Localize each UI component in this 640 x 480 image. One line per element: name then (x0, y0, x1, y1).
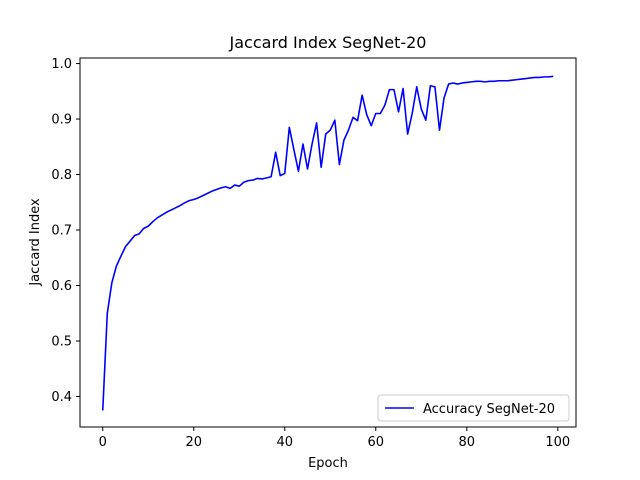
x-tick-label: 20 (185, 435, 202, 450)
y-axis: 0.4 0.5 0.6 0.7 0.8 0.9 1.0 (51, 57, 80, 405)
y-tick-label: 1.0 (51, 57, 72, 72)
y-tick-label: 0.8 (51, 168, 72, 183)
series-line-accuracy-segnet-20 (101, 75, 554, 411)
y-axis-label: Jaccard Index (28, 198, 43, 287)
y-tick-label: 0.6 (51, 279, 72, 294)
legend-entry-accuracy-segnet-20: Accuracy SegNet-20 (423, 402, 555, 417)
chart-title: Jaccard Index SegNet-20 (229, 33, 427, 52)
y-tick-label: 0.7 (51, 224, 72, 239)
x-axis-label: Epoch (308, 456, 348, 471)
x-axis: 0 20 40 60 80 100 (99, 427, 570, 450)
x-tick-label: 60 (368, 435, 385, 450)
legend: Accuracy SegNet-20 (377, 394, 570, 422)
y-tick-label: 0.5 (51, 334, 72, 349)
y-tick-label: 0.4 (51, 390, 72, 405)
plot-area-frame (79, 57, 577, 428)
x-tick-label: 40 (276, 435, 293, 450)
legend-box (377, 394, 570, 422)
x-tick-label: 0 (99, 435, 107, 450)
x-tick-label: 100 (545, 435, 570, 450)
x-tick-label: 80 (459, 435, 476, 450)
y-tick-label: 0.9 (51, 113, 72, 128)
